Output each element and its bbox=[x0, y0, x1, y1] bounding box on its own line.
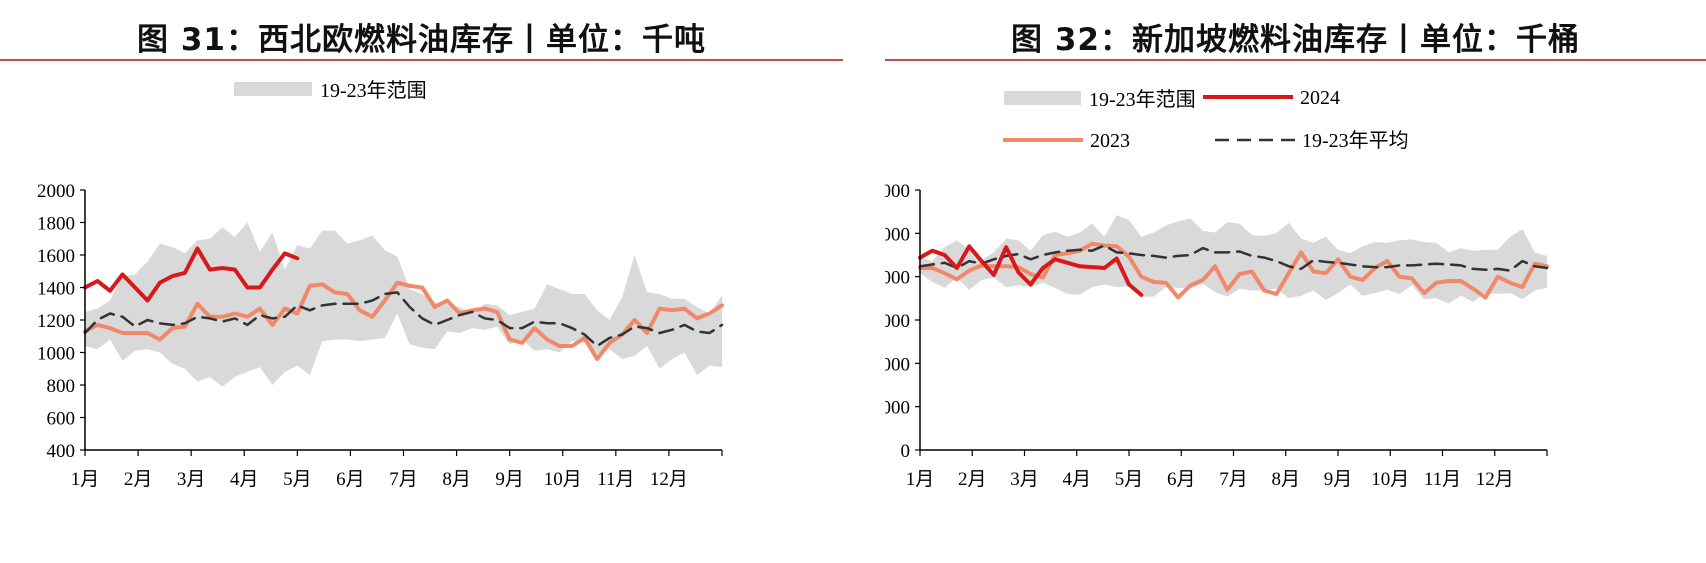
title-rule-right bbox=[885, 59, 1706, 61]
series-2024-line bbox=[918, 244, 1144, 297]
y-tick-label: 1000 bbox=[37, 344, 75, 365]
x-tick-label: 7月 bbox=[389, 469, 418, 490]
chart-title-left: 图 31：西北欧燃料油库存丨单位：千吨 bbox=[137, 22, 706, 58]
legend-label: 2023 bbox=[1090, 130, 1130, 152]
y-tick-label: 0 bbox=[901, 441, 911, 462]
series-average-line bbox=[918, 244, 1549, 272]
x-tick-label: 3月 bbox=[177, 469, 206, 490]
chart-panel-right: 图 32：新加坡燃料油库存丨单位：千桶 0 5000 10000 15000 20000… bbox=[885, 0, 1706, 563]
x-tick-label: 1月 bbox=[71, 469, 100, 490]
legend-label: 19-23年范围 bbox=[1089, 88, 1196, 111]
x-tick-label: 11月 bbox=[597, 469, 634, 490]
series-2023-line bbox=[918, 241, 1549, 300]
y-tick-label: 30000 bbox=[885, 181, 910, 202]
x-tick-label: 6月 bbox=[336, 469, 365, 490]
x-tick-label: 5月 bbox=[283, 469, 312, 490]
x-tick-label: 12月 bbox=[1476, 469, 1514, 490]
series-2023-line bbox=[83, 280, 724, 361]
y-tick-label: 400 bbox=[47, 441, 76, 462]
x-tick-label: 8月 bbox=[442, 469, 471, 490]
x-tick-label: 9月 bbox=[1324, 469, 1353, 490]
x-tick-label: 10月 bbox=[1371, 469, 1409, 490]
y-tick-label: 1800 bbox=[37, 214, 75, 235]
y-tick-label: 600 bbox=[47, 409, 76, 430]
y-tick-label: 1400 bbox=[37, 279, 75, 300]
y-tick-label: 20000 bbox=[885, 268, 910, 289]
legend-swatch-range bbox=[234, 82, 312, 96]
chart-panel-left: 图 31：西北欧燃料油库存丨单位：千吨 400 600 800 1000 1200 140… bbox=[0, 0, 843, 563]
x-tick-label: 3月 bbox=[1010, 469, 1039, 490]
title-rule-left bbox=[0, 59, 843, 61]
y-tick-label: 800 bbox=[47, 376, 76, 397]
x-tick-label: 6月 bbox=[1167, 469, 1196, 490]
legend-swatch-range bbox=[1004, 91, 1081, 105]
chart-left: 400 600 800 1000 1200 1400 1600 1800 2000 1月 2月 3月 4… bbox=[37, 79, 724, 490]
legend-label: 2024 bbox=[1300, 87, 1340, 109]
y-tick-label: 15000 bbox=[885, 311, 910, 332]
x-tick-label: 10月 bbox=[544, 469, 582, 490]
x-tick-label: 1月 bbox=[906, 469, 935, 490]
range-band bbox=[85, 222, 722, 387]
chart-right: 0 5000 10000 15000 20000 25000 30000 1月 2月 3月 4月 5月… bbox=[885, 87, 1549, 490]
x-tick-label: 5月 bbox=[1115, 469, 1144, 490]
x-tick-label: 8月 bbox=[1271, 469, 1300, 490]
y-tick-label: 25000 bbox=[885, 224, 910, 245]
x-tick-label: 12月 bbox=[650, 469, 688, 490]
y-tick-label: 1600 bbox=[37, 246, 75, 267]
x-tick-label: 2月 bbox=[958, 469, 987, 490]
range-band bbox=[920, 215, 1547, 304]
x-tick-label: 4月 bbox=[230, 469, 259, 490]
legend-label: 19-23年范围 bbox=[320, 79, 427, 102]
y-tick-label: 1200 bbox=[37, 311, 75, 332]
y-tick-label: 2000 bbox=[37, 181, 75, 202]
x-tick-label: 11月 bbox=[1424, 469, 1461, 490]
y-tick-label: 5000 bbox=[885, 398, 910, 419]
series-2024-line bbox=[83, 246, 300, 303]
x-tick-label: 7月 bbox=[1219, 469, 1248, 490]
series-average-line bbox=[83, 291, 724, 348]
chart-title-right: 图 32：新加坡燃料油库存丨单位：千桶 bbox=[1011, 22, 1580, 58]
x-tick-label: 2月 bbox=[124, 469, 153, 490]
x-tick-label: 9月 bbox=[495, 469, 524, 490]
x-tick-label: 4月 bbox=[1062, 469, 1091, 490]
y-tick-label: 10000 bbox=[885, 354, 910, 375]
legend-label: 19-23年平均 bbox=[1302, 129, 1409, 152]
